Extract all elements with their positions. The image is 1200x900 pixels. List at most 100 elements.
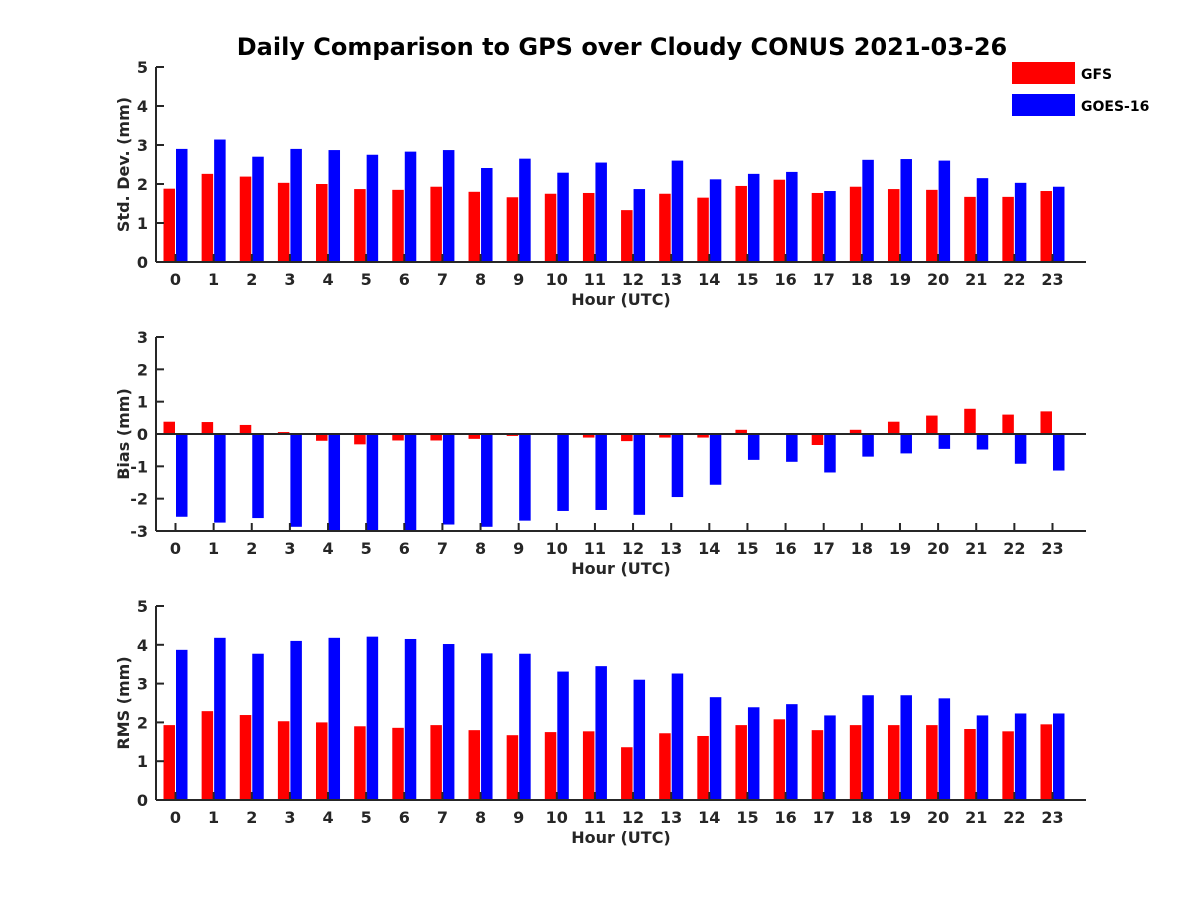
bar-goes-16-hour-4	[328, 434, 341, 531]
bar-gfs-hour-8	[468, 434, 481, 439]
y-tick-label: 3	[137, 136, 148, 155]
y-tick-label: -1	[130, 457, 148, 476]
legend-label-goes-16: GOES-16	[1081, 99, 1149, 115]
x-tick-label: 7	[437, 270, 448, 289]
x-tick-label: 2	[246, 539, 257, 558]
y-tick-label: -3	[130, 522, 148, 541]
bar-gfs-hour-20	[926, 415, 938, 434]
y-tick-label: 3	[137, 328, 148, 347]
x-tick-label: 9	[513, 539, 524, 558]
x-tick-label: 7	[437, 808, 448, 827]
x-tick-label: 12	[622, 808, 644, 827]
bar-gfs-hour-18	[849, 429, 862, 434]
bar-gfs-hour-13	[659, 733, 671, 800]
bar-gfs-hour-19	[887, 421, 900, 434]
y-tick-label: 2	[137, 360, 148, 379]
bar-goes-16-hour-0	[176, 434, 188, 517]
bar-goes-16-hour-19	[900, 434, 912, 454]
bar-goes-16-hour-19	[900, 159, 912, 262]
bar-goes-16-hour-12	[633, 434, 646, 515]
bar-gfs-hour-19	[887, 725, 900, 800]
x-tick-label: 9	[513, 270, 524, 289]
x-tick-label: 6	[399, 270, 410, 289]
bar-goes-16-hour-16	[786, 171, 798, 262]
bar-gfs-hour-21	[964, 408, 976, 434]
x-tick-label: 23	[1041, 270, 1063, 289]
x-tick-label: 0	[170, 539, 181, 558]
x-axis-label: Hour (UTC)	[571, 828, 671, 847]
x-tick-label: 5	[361, 539, 372, 558]
x-tick-label: 3	[284, 270, 295, 289]
bar-gfs-hour-13	[659, 193, 671, 262]
y-tick-label: -2	[130, 490, 148, 509]
y-tick-label: 2	[137, 713, 148, 732]
x-tick-label: 19	[889, 270, 911, 289]
bar-goes-16-hour-15	[747, 707, 760, 800]
bar-goes-16-hour-5	[366, 636, 379, 800]
bar-gfs-hour-12	[621, 434, 633, 442]
legend-swatch-gfs	[1012, 62, 1075, 84]
x-tick-label: 0	[170, 808, 181, 827]
bar-goes-16-hour-1	[214, 637, 226, 800]
bar-goes-16-hour-0	[176, 148, 188, 262]
x-tick-label: 18	[851, 539, 873, 558]
bar-gfs-hour-21	[964, 196, 976, 262]
bar-gfs-hour-11	[582, 731, 595, 800]
x-tick-label: 5	[361, 808, 372, 827]
x-axis-label: Hour (UTC)	[571, 559, 671, 578]
bar-goes-16-hour-2	[252, 434, 264, 519]
x-tick-label: 13	[660, 539, 682, 558]
x-tick-label: 8	[475, 808, 486, 827]
bar-gfs-hour-17	[811, 730, 824, 800]
legend-swatch-goes-16	[1012, 94, 1075, 116]
bar-gfs-hour-8	[468, 191, 481, 262]
x-tick-label: 2	[246, 270, 257, 289]
x-tick-label: 20	[927, 270, 949, 289]
bar-goes-16-hour-21	[976, 178, 989, 262]
x-tick-label: 23	[1041, 539, 1063, 558]
x-tick-label: 3	[284, 808, 295, 827]
bar-goes-16-hour-23	[1052, 186, 1065, 262]
bar-gfs-hour-4	[316, 434, 328, 441]
bar-goes-16-hour-18	[862, 695, 874, 800]
bar-gfs-hour-14	[697, 735, 709, 800]
bar-goes-16-hour-7	[442, 150, 455, 262]
x-tick-label: 21	[965, 539, 987, 558]
bar-goes-16-hour-8	[481, 653, 493, 800]
bar-gfs-hour-5	[354, 189, 366, 262]
x-tick-label: 7	[437, 539, 448, 558]
bar-goes-16-hour-5	[366, 434, 379, 531]
bar-gfs-hour-0	[163, 188, 175, 262]
bar-gfs-hour-15	[735, 429, 747, 434]
bar-goes-16-hour-13	[671, 673, 684, 800]
y-tick-label: 0	[137, 791, 148, 810]
y-tick-label: 1	[137, 214, 148, 233]
x-tick-label: 22	[1003, 539, 1025, 558]
y-tick-label: 5	[137, 58, 148, 77]
bar-gfs-hour-2	[239, 715, 252, 800]
x-tick-label: 20	[927, 808, 949, 827]
y-tick-label: 5	[137, 597, 148, 616]
y-axis-label: Bias (mm)	[114, 388, 133, 480]
bar-goes-16-hour-12	[633, 679, 646, 800]
bar-goes-16-hour-14	[709, 179, 722, 262]
x-tick-label: 19	[889, 539, 911, 558]
bar-gfs-hour-9	[506, 735, 519, 800]
bar-gfs-hour-7	[430, 186, 442, 262]
bar-gfs-hour-16	[773, 719, 786, 800]
bar-goes-16-hour-8	[481, 434, 493, 527]
bar-goes-16-hour-9	[519, 158, 531, 262]
bar-goes-16-hour-6	[404, 151, 417, 262]
x-tick-label: 10	[546, 808, 568, 827]
bar-goes-16-hour-12	[633, 189, 646, 262]
y-tick-label: 1	[137, 393, 148, 412]
bar-gfs-hour-2	[239, 176, 252, 262]
bar-gfs-hour-22	[1002, 196, 1014, 262]
y-tick-label: 0	[137, 425, 148, 444]
bar-goes-16-hour-6	[404, 638, 417, 800]
y-axis-label: RMS (mm)	[114, 656, 133, 749]
bar-goes-16-hour-20	[938, 698, 951, 800]
bar-gfs-hour-6	[392, 434, 404, 441]
